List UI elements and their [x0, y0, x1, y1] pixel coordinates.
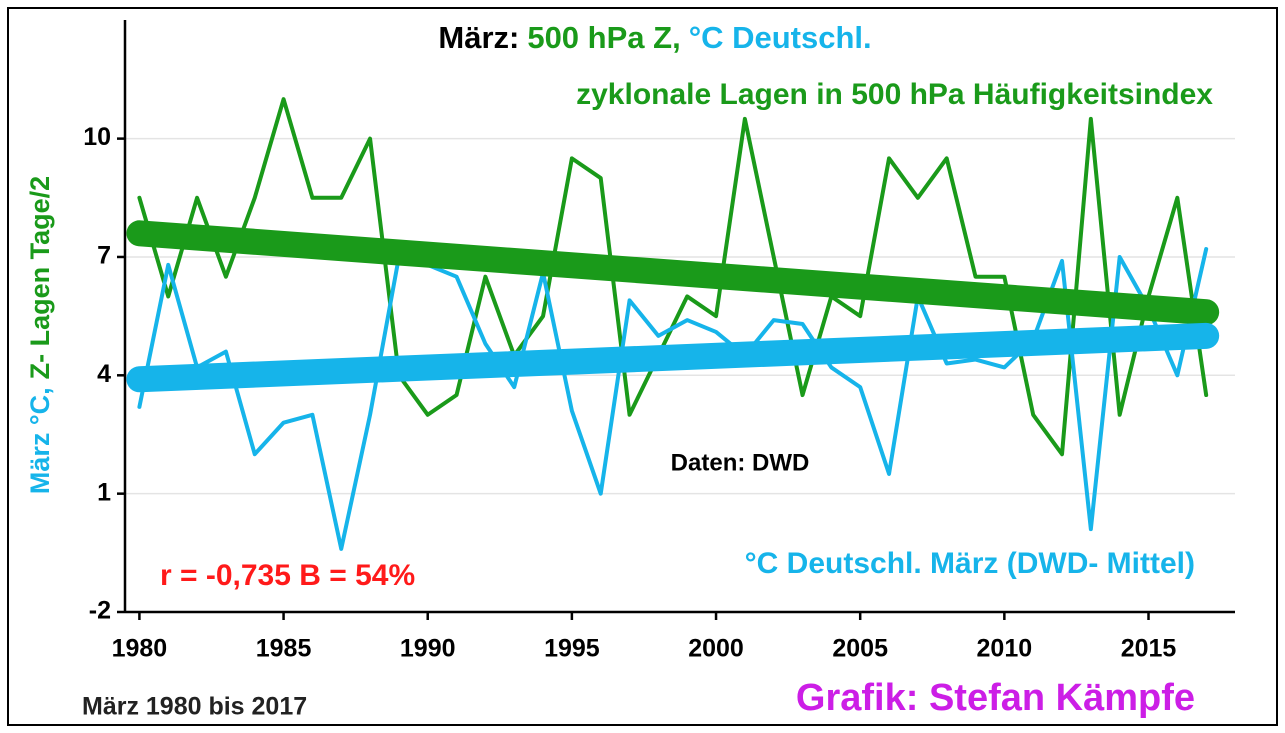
- annotation: Daten: DWD: [671, 449, 810, 476]
- y-tick-label: 1: [97, 478, 111, 506]
- title-part: °C Deutschl.: [689, 20, 872, 55]
- y-tick-label: -2: [89, 597, 111, 625]
- y-tick-label: 10: [83, 123, 111, 151]
- x-tick-label: 2010: [977, 635, 1033, 663]
- chart-title: März: 500 hPa Z, °C Deutschl.: [438, 20, 871, 55]
- x-tick-label: 1995: [544, 635, 600, 663]
- y-tick-label: 4: [97, 360, 111, 388]
- title-part: März:: [438, 20, 519, 55]
- annotation: °C Deutschl. März (DWD- Mittel): [745, 547, 1195, 580]
- annotation: März 1980 bis 2017: [82, 693, 307, 721]
- y-label-part: Z- Lagen Tage/2: [25, 176, 55, 380]
- x-tick-label: 1980: [112, 635, 168, 663]
- x-tick-label: 2005: [832, 635, 888, 663]
- plot: -2 1 4 7 10 1980 1985 1990 1995 2000 2005 2010 2015: [83, 20, 1235, 663]
- x-tick-label: 2000: [688, 635, 744, 663]
- annotation: r = -0,735 B = 54%: [160, 559, 415, 592]
- x-tick-label: 1990: [400, 635, 456, 663]
- y-label-part: März °C,: [25, 387, 55, 494]
- x-tick-label: 1985: [256, 635, 312, 663]
- trend-line: [126, 322, 1220, 393]
- annotation: zyklonale Lagen in 500 hPa Häufigkeitsin…: [576, 78, 1213, 111]
- title-part: 500 hPa Z,: [527, 20, 680, 55]
- trend-line: [126, 220, 1220, 326]
- y-axis-label: März °C, Z- Lagen Tage/2: [25, 176, 55, 494]
- x-tick-label: 2015: [1121, 635, 1177, 663]
- annotation: Grafik: Stefan Kämpfe: [796, 677, 1195, 719]
- y-tick-label: 7: [97, 242, 111, 270]
